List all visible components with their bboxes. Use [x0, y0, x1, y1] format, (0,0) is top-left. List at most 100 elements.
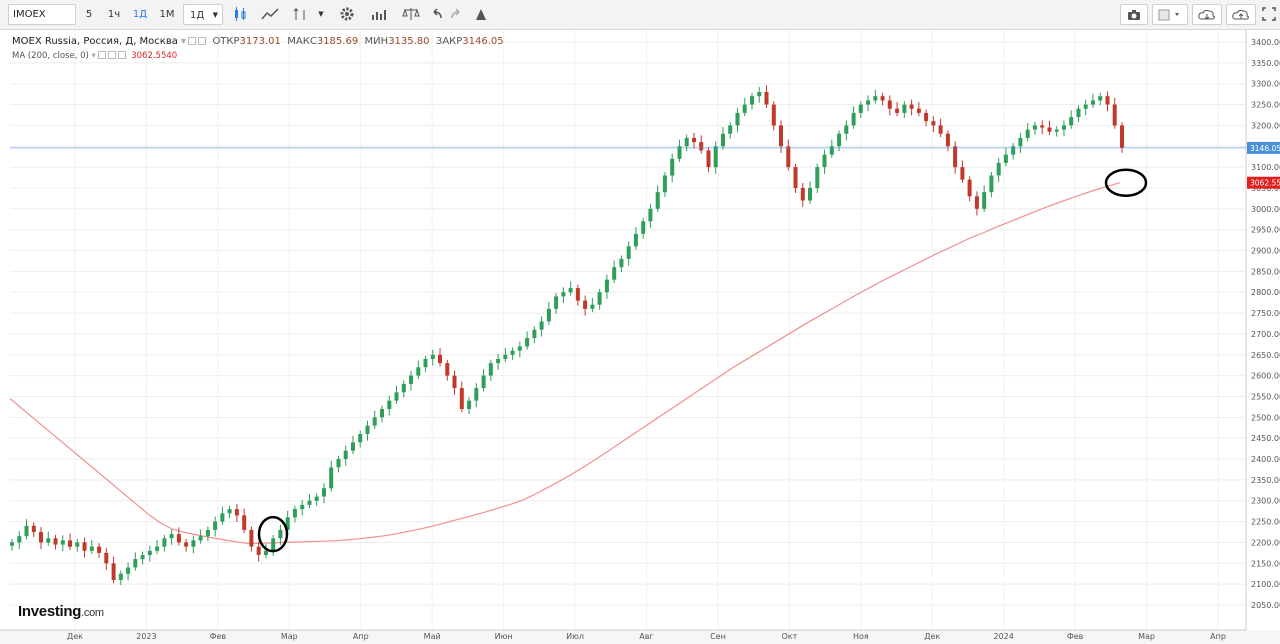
candle-up — [10, 542, 14, 546]
x-tick-label: Май — [424, 632, 441, 641]
candle-up — [750, 96, 754, 105]
ma-settings-icon[interactable] — [97, 51, 106, 59]
price-tag-bg — [1247, 141, 1280, 154]
upload-icon[interactable] — [1226, 4, 1256, 25]
candle-up — [851, 112, 856, 126]
horizontal-gridlines — [10, 41, 1246, 606]
candle-up — [590, 304, 595, 309]
candle-up — [1003, 154, 1008, 163]
legend-hide-icon[interactable] — [198, 37, 207, 45]
candle-down — [583, 300, 588, 309]
ma-remove-icon[interactable] — [117, 51, 126, 59]
candle-down — [176, 534, 181, 543]
drawing-icon[interactable] — [470, 4, 492, 25]
ma-collapse-icon[interactable]: ▾ — [91, 51, 96, 61]
candle-up — [996, 162, 1001, 176]
candle-down — [953, 146, 958, 168]
candle-down — [967, 179, 972, 197]
candle-up — [133, 559, 138, 568]
studies-icon[interactable] — [366, 4, 392, 25]
candle-down — [438, 354, 442, 364]
y-tick-label: 2400.00 — [1251, 455, 1280, 464]
y-tick-label: 2200.00 — [1251, 538, 1280, 547]
candle-down — [234, 509, 239, 516]
camera-icon[interactable] — [1120, 4, 1148, 25]
candle-up — [866, 100, 871, 105]
candle-up — [394, 392, 399, 401]
y-tick-label: 3400.00 — [1251, 38, 1280, 47]
candle-up — [822, 154, 827, 168]
interval-1d-button[interactable]: 1Д — [132, 9, 148, 20]
logo-text: Investing — [18, 603, 82, 620]
interval-1mo-button[interactable]: 1М — [159, 9, 175, 20]
candle-up — [721, 133, 725, 147]
candle-up — [1011, 146, 1016, 155]
candle-down — [895, 108, 900, 113]
candle-up — [1083, 104, 1088, 109]
candle-up — [568, 288, 573, 293]
close-label: ЗАКР — [435, 36, 463, 47]
candles-icon[interactable] — [229, 4, 251, 25]
candles-layer — [10, 85, 1124, 585]
candle-down — [68, 540, 72, 547]
interval-5m-button[interactable]: 5 — [85, 9, 93, 20]
ma-hide-icon[interactable] — [107, 51, 116, 59]
chevron-down-icon: ▼ — [212, 11, 218, 19]
toolbar: 5 1ч 1Д 1М 1Д ▼ ▼ — [0, 0, 1280, 30]
y-tick-label: 2550.00 — [1251, 392, 1280, 401]
candle-down — [111, 563, 116, 580]
settings-icon[interactable] — [335, 4, 359, 25]
x-tick-label: Окт — [781, 632, 797, 641]
y-tick-label: 3300.00 — [1251, 80, 1280, 89]
candle-down — [249, 529, 254, 547]
compare-icon[interactable] — [398, 4, 424, 25]
candle-up — [307, 500, 312, 505]
line-chart-icon[interactable] — [257, 4, 283, 25]
y-tick-label: 2350.00 — [1251, 476, 1280, 485]
legend-settings-icon[interactable] — [188, 37, 197, 45]
y-tick-label: 2500.00 — [1251, 413, 1280, 422]
undo-icon[interactable] — [428, 4, 446, 25]
candle-up — [162, 538, 167, 547]
candle-up — [684, 137, 689, 147]
dropdown-icon[interactable]: ▼ — [318, 10, 324, 18]
candle-up — [481, 375, 486, 389]
fullscreen-icon[interactable] — [1260, 4, 1278, 25]
candle-up — [430, 354, 435, 359]
candle-up — [409, 375, 413, 384]
high-label: МАКС — [287, 36, 317, 47]
candle-down — [39, 532, 43, 543]
interval-select-value: 1Д — [190, 10, 205, 21]
chart-area[interactable]: 3400.003350.003300.003250.003200.003150.… — [0, 30, 1280, 644]
candle-down — [1105, 96, 1110, 105]
candle-up — [655, 192, 660, 209]
x-tick-label: Мар — [1138, 632, 1155, 641]
candle-up — [155, 546, 160, 551]
cloud-icon[interactable] — [1192, 4, 1222, 25]
candle-up — [488, 363, 493, 376]
candle-down — [909, 104, 914, 109]
candle-up — [263, 550, 268, 555]
y-tick-label: 2100.00 — [1251, 580, 1280, 589]
candle-down — [699, 142, 704, 151]
candle-up — [372, 417, 377, 426]
candle-up — [633, 233, 638, 247]
price-tag-label: 3146.05 — [1250, 144, 1280, 153]
indicators-icon[interactable] — [288, 4, 312, 25]
candle-up — [539, 321, 544, 330]
interval-1h-button[interactable]: 1ч — [107, 9, 121, 20]
legend-collapse-icon[interactable]: ▾ — [181, 36, 187, 47]
candle-up — [742, 104, 747, 113]
candle-down — [945, 133, 950, 147]
x-tick-label: 2023 — [136, 632, 156, 641]
y-tick-label: 3350.00 — [1251, 59, 1280, 68]
y-tick-label: 2250.00 — [1251, 518, 1280, 527]
redo-icon[interactable] — [447, 4, 465, 25]
y-tick-label: 2650.00 — [1251, 351, 1280, 360]
interval-select[interactable]: 1Д ▼ — [183, 4, 223, 25]
symbol-input[interactable] — [8, 4, 76, 25]
y-tick-label: 2900.00 — [1251, 247, 1280, 256]
color-box-icon[interactable] — [1152, 4, 1188, 25]
candle-up — [329, 467, 334, 489]
candle-down — [1120, 125, 1124, 148]
